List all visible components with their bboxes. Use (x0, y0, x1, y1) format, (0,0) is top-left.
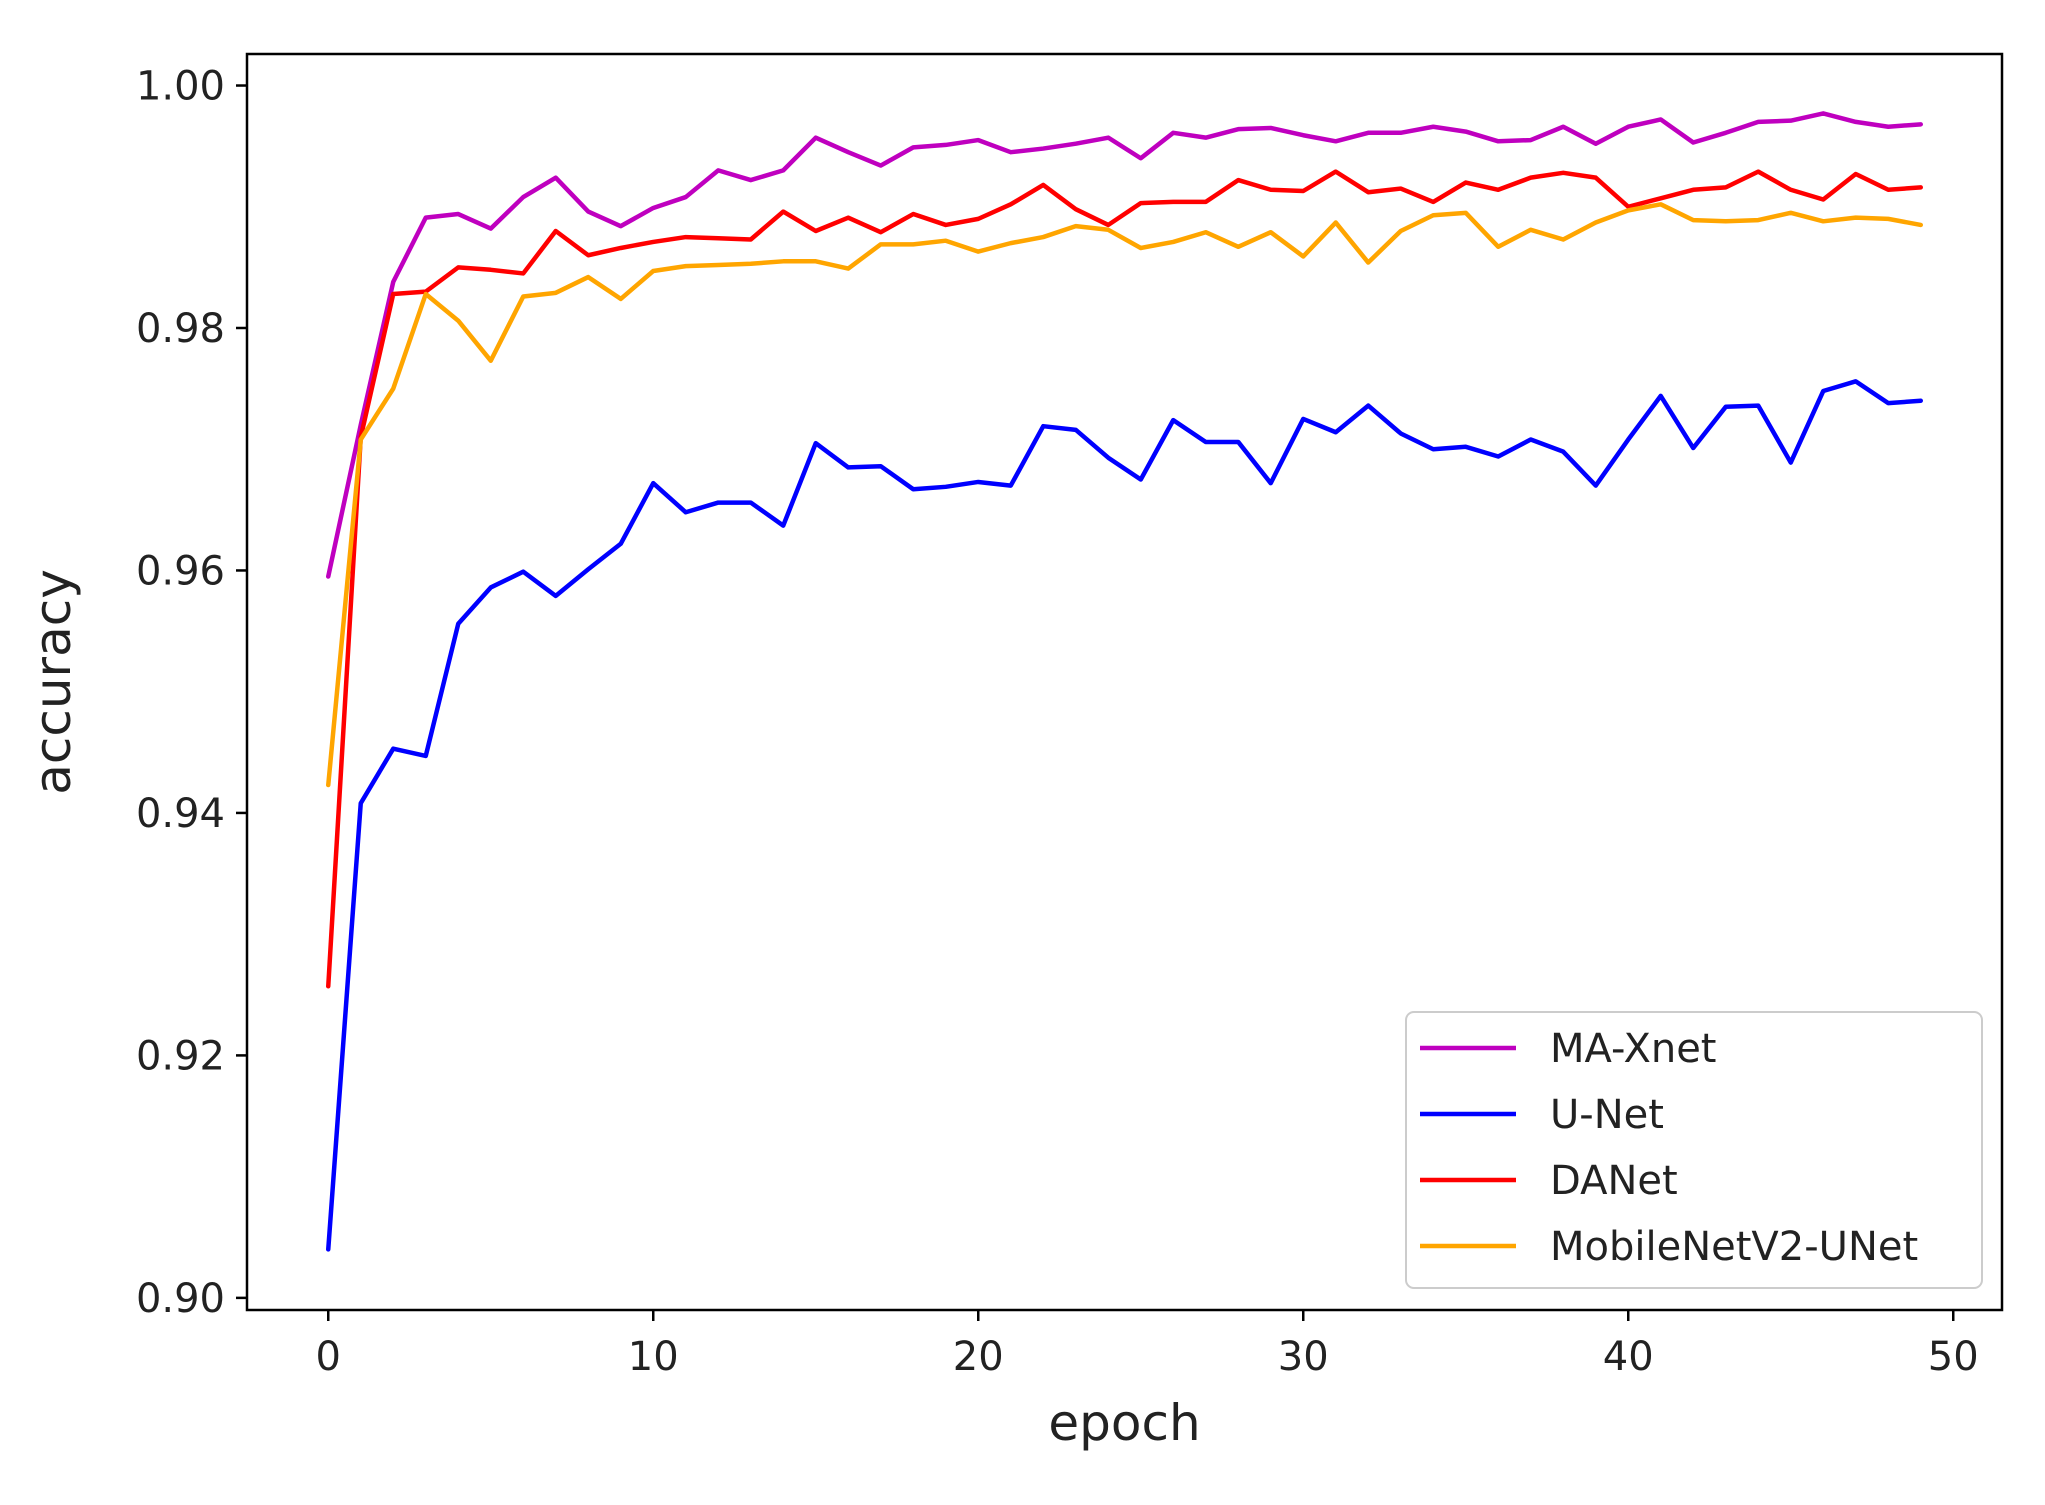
series-line-ma-xnet (326, 111, 1923, 579)
plot-frame (245, 52, 2004, 1312)
x-axis-title: epoch (1048, 1394, 1200, 1452)
y-tick-label: 0.92 (136, 1033, 225, 1079)
y-tick-label: 0.90 (136, 1276, 225, 1322)
series-line-u-net (326, 379, 1923, 1252)
plot-area (326, 111, 1923, 1252)
legend-box (1405, 1011, 1983, 1289)
legend-label: DANet (1550, 1158, 1678, 1204)
legend-label: U-Net (1550, 1092, 1664, 1138)
y-tick-label: 0.96 (136, 548, 225, 594)
legend-label: MA-Xnet (1550, 1026, 1716, 1072)
x-tick-label: 50 (1928, 1334, 1979, 1380)
series-line-mobilenetv2-unet (326, 202, 1923, 788)
legend-label: MobileNetV2-UNet (1550, 1224, 1918, 1270)
y-axis-title: accuracy (24, 569, 82, 795)
x-tick-label: 10 (628, 1334, 679, 1380)
y-tick-label: 0.98 (136, 306, 225, 352)
y-tick-label: 0.94 (136, 791, 225, 837)
legend: MA-Xnet U-Net DANet MobileNetV2-UNet (1405, 1011, 1983, 1289)
x-tick-label: 40 (1603, 1334, 1654, 1380)
y-tick-label: 1.00 (136, 64, 225, 110)
series-line-danet (326, 169, 1923, 989)
x-tick-label: 20 (953, 1334, 1004, 1380)
x-tick-label: 0 (316, 1334, 341, 1380)
x-tick-label: 30 (1278, 1334, 1329, 1380)
axes: 0 10 20 30 40 50 0.90 0.92 0.94 0.96 0.98 1.00 (136, 52, 2004, 1380)
